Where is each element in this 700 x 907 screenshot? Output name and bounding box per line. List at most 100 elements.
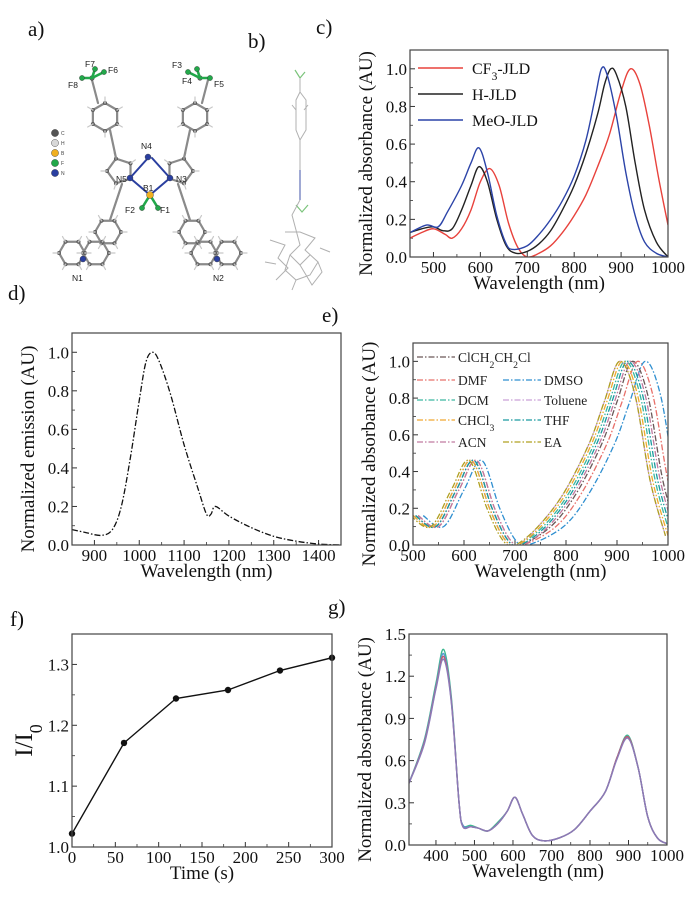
bond — [197, 242, 203, 250]
atom-label: F7 — [85, 59, 95, 69]
legend-label: MeO-JLD — [472, 113, 538, 130]
legend-sphere-H — [51, 139, 59, 147]
x-tick-label: 500 — [462, 846, 488, 865]
x-axis-label: Wavelength (nm) — [475, 561, 607, 582]
bond — [149, 177, 171, 196]
bond — [103, 122, 119, 133]
legend-label: CHCl3 — [458, 413, 495, 434]
y-tick-label: 1.0 — [48, 343, 69, 362]
y-tick-label: 0.6 — [385, 752, 406, 771]
chart-f: 0 50 100 150 200 250 300 1.0 1.1 1.2 1.3 Time (s) I/… — [11, 633, 345, 884]
legend-element-label: H — [61, 141, 65, 147]
wireframe-bond — [269, 239, 289, 281]
bond — [61, 235, 67, 243]
legend-label: CF3-JLD — [472, 61, 530, 83]
legend-label: DMSO — [544, 373, 583, 388]
bond — [101, 240, 111, 255]
series-line-e-6 — [415, 360, 668, 545]
y-axis-label-part: I/I — [11, 733, 38, 757]
x-tick-label: 1000 — [650, 846, 684, 865]
legend-label-part: DMSO — [544, 373, 583, 388]
wireframe-bond — [319, 247, 331, 253]
series-line-c-2 — [410, 66, 668, 257]
atom — [155, 205, 161, 211]
bond — [233, 240, 243, 255]
y-tick-label: 1.2 — [48, 716, 69, 735]
legend-label-part: CF — [472, 61, 492, 78]
panel-label-e: e) — [322, 303, 338, 327]
x-tick-label: 600 — [500, 846, 526, 865]
bond — [233, 263, 239, 271]
legend-label: THF — [544, 413, 570, 428]
x-tick-label: 250 — [276, 848, 302, 867]
bond — [182, 128, 192, 160]
legend-sphere-C — [51, 129, 59, 137]
y-tick-label: 0.0 — [48, 536, 69, 555]
y-axis-label: Normalized absorbance (AU) — [356, 51, 377, 276]
bond — [206, 123, 213, 128]
x-tick-label: 1100 — [167, 546, 200, 565]
x-tick-label: 900 — [616, 846, 642, 865]
bond — [206, 106, 213, 111]
bond — [113, 230, 123, 245]
panel-label-a: a) — [28, 17, 44, 41]
bond — [77, 263, 83, 271]
bond — [164, 159, 171, 164]
bond — [151, 157, 171, 179]
bond — [182, 169, 195, 185]
legend-label-subscript: 3 — [492, 71, 498, 83]
bond — [233, 235, 239, 243]
plot-frame — [71, 633, 333, 848]
bond — [103, 101, 119, 112]
x-tick-label: 1000 — [651, 546, 685, 565]
bond — [108, 182, 124, 222]
wireframe-bond — [294, 69, 306, 80]
y-tick-label: 1.3 — [48, 655, 69, 674]
atom-label: F6 — [108, 65, 118, 75]
bond — [105, 169, 118, 185]
x-tick-label: 800 — [577, 846, 603, 865]
legend-sphere-F — [51, 159, 59, 167]
legend-label-subscript: 3 — [490, 423, 495, 434]
atom — [194, 66, 200, 72]
y-tick-label: 0.2 — [48, 497, 69, 516]
atom-label: N5 — [116, 174, 127, 184]
legend-label-subscript: 2 — [513, 360, 518, 371]
bond — [129, 157, 149, 179]
wireframe-bond — [303, 104, 309, 111]
legend-label: EA — [544, 435, 562, 450]
x-tick-label: 600 — [468, 258, 494, 277]
atom-label: N3 — [176, 174, 187, 184]
y-axis-label: Normalized absorbance (AU) — [359, 342, 380, 567]
bond — [213, 240, 223, 255]
legend-label-part: ClCH — [458, 350, 490, 365]
bond — [61, 263, 67, 271]
panel-label-b: b) — [248, 29, 266, 53]
series-line-g-3 — [409, 658, 667, 845]
series-line-g-2 — [409, 655, 667, 845]
atom-label: N2 — [213, 273, 224, 283]
chart-d: 900 1000 1100 1200 1300 1400 0.0 0.2 0.4 0.6 0.8 1.… — [18, 332, 342, 582]
chart-e: 500 600 700 800 900 1000 0.0 0.2 0.4 0.6 0.8 1.0 Wav… — [359, 342, 685, 582]
y-tick-label: 0.9 — [385, 709, 406, 728]
bond — [217, 263, 223, 271]
legend-sphere-B — [51, 149, 59, 157]
bond — [57, 240, 67, 255]
atom-label: F5 — [214, 79, 224, 89]
y-tick-label: 1.0 — [389, 352, 410, 371]
y-tick-label: 1.0 — [386, 60, 407, 79]
legend-label-part: H-JLD — [472, 87, 516, 104]
plot-frame — [412, 342, 669, 546]
y-tick-label: 1.2 — [385, 667, 406, 686]
y-axis-label-subscript: 0 — [26, 724, 46, 733]
wireframe-bond — [299, 91, 307, 141]
y-axis-label: Normalized emission (AU) — [18, 346, 39, 553]
x-tick-label: 0 — [68, 848, 77, 867]
series-line-c-0 — [410, 68, 668, 257]
bond — [97, 242, 103, 250]
x-tick-label: 700 — [539, 846, 565, 865]
legend-sphere-N — [51, 169, 59, 177]
x-tick-label: 1000 — [651, 258, 685, 277]
